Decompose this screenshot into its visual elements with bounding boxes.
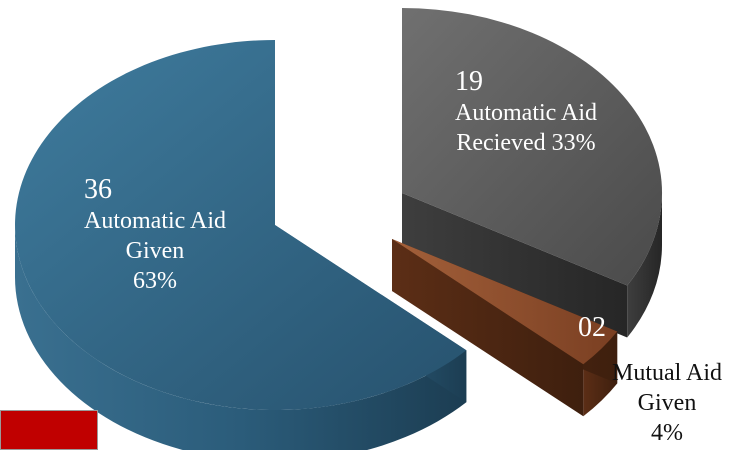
slice-automatic-aid-given <box>15 40 467 450</box>
slice-side <box>15 225 467 450</box>
slice-label-line: Automatic Aid <box>455 100 597 126</box>
slice-top <box>402 7 663 286</box>
slice-mutual-aid-given <box>392 239 618 417</box>
slice-label-line: Given <box>637 390 697 416</box>
slice-label-line: Automatic Aid <box>84 208 226 234</box>
slice-number: 19 <box>455 66 483 97</box>
slice-label-mutual-aid-given: Mutual Aid Given 4% <box>612 358 722 448</box>
slice-side <box>627 193 662 338</box>
slice-top <box>15 40 467 410</box>
slice-number: 36 <box>84 174 112 205</box>
legend-swatch <box>0 410 98 450</box>
slice-wall <box>402 193 628 338</box>
slice-label-line: Given <box>125 238 185 264</box>
slice-label-line: Recieved 33% <box>456 130 596 156</box>
slice-automatic-aid-recieved <box>402 7 663 338</box>
slice-wall <box>392 239 584 417</box>
slice-label-automatic-aid-given: 36 Automatic Aid Given 63% <box>84 174 226 296</box>
slice-percent: 4% <box>651 420 683 446</box>
slice-number-mutual-aid: 02 <box>578 312 606 343</box>
slice-top <box>392 239 618 365</box>
slice-label-line: Mutual Aid <box>612 360 723 386</box>
slice-label-automatic-aid-recieved: 19 Automatic Aid Recieved 33% <box>455 66 597 158</box>
slice-percent: 63% <box>132 268 177 294</box>
